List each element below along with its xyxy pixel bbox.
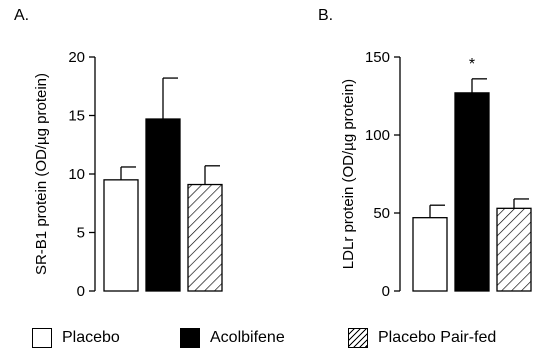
bar-acolbifene: [454, 92, 490, 292]
legend-label-placebo: Placebo: [62, 329, 120, 346]
legend-swatch-placebo-pair-fed: [348, 328, 368, 348]
legend-swatch-placebo: [32, 328, 52, 348]
significance-mark: *: [469, 56, 475, 73]
y-tick-label: 20: [68, 49, 85, 66]
legend: Placebo Acolbifene Placebo Pair-fed: [0, 328, 539, 352]
y-tick-label: 0: [382, 283, 390, 300]
y-axis-label: LDLr protein (OD/µg protein): [340, 79, 357, 269]
y-tick-label: 0: [77, 283, 85, 300]
panel-label: B.: [318, 7, 333, 24]
bar-acolbifene: [145, 118, 181, 292]
y-tick-label: 100: [365, 127, 390, 144]
y-tick-label: 10: [68, 166, 85, 183]
y-tick-label: 15: [68, 108, 85, 125]
bar-placebo: [412, 217, 448, 292]
bar-placebo: [103, 179, 139, 292]
panel-label: A.: [14, 7, 29, 24]
panel-a: A. 0 5 10 15 20 SR-B1 protein (OD/µg protein): [14, 7, 223, 300]
y-tick-label: 150: [365, 49, 390, 66]
y-tick-label: 50: [373, 205, 390, 222]
legend-label-acolbifene: Acolbifene: [210, 329, 285, 346]
legend-swatch-acolbifene: [180, 328, 200, 348]
legend-item-placebo-pair-fed: Placebo Pair-fed: [348, 328, 496, 348]
legend-item-acolbifene: Acolbifene: [180, 328, 285, 348]
y-axis-label: SR-B1 protein (OD/µg protein): [33, 73, 50, 275]
bar-placebo-pair-fed: [496, 207, 532, 292]
bar-placebo-pair-fed: [187, 183, 223, 292]
legend-item-placebo: Placebo: [32, 328, 120, 348]
legend-label-placebo-pair-fed: Placebo Pair-fed: [378, 329, 497, 346]
panel-b: B. 0 50 100 150 LDLr protein (OD/µg protein) *: [318, 7, 532, 300]
y-tick-label: 5: [77, 225, 85, 242]
